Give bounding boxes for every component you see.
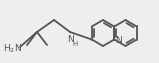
Text: H: H xyxy=(72,41,78,47)
Text: N: N xyxy=(67,35,73,44)
Text: H$_2$N: H$_2$N xyxy=(3,43,22,55)
Text: N: N xyxy=(115,36,122,45)
